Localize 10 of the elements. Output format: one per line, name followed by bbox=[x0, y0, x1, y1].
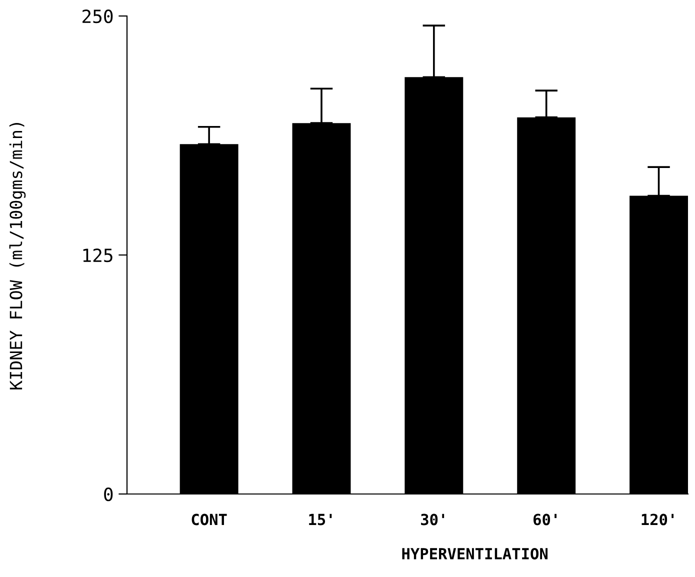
y-axis-title: KIDNEY FLOW (ml/100gms/min) bbox=[9, 123, 26, 390]
x-tick-label: 120' bbox=[642, 514, 674, 526]
x-axis-title: HYPERVENTILATION bbox=[402, 548, 548, 560]
y-tick-label: 250 bbox=[82, 10, 113, 24]
x-tick-label: CONT bbox=[192, 514, 227, 526]
x-tick-label: 15' bbox=[309, 514, 332, 526]
y-tick-label: 125 bbox=[83, 248, 112, 262]
x-tick-label: 30' bbox=[421, 514, 444, 526]
x-tick-label: 60' bbox=[534, 514, 556, 526]
y-tick-label: 0 bbox=[104, 488, 113, 502]
